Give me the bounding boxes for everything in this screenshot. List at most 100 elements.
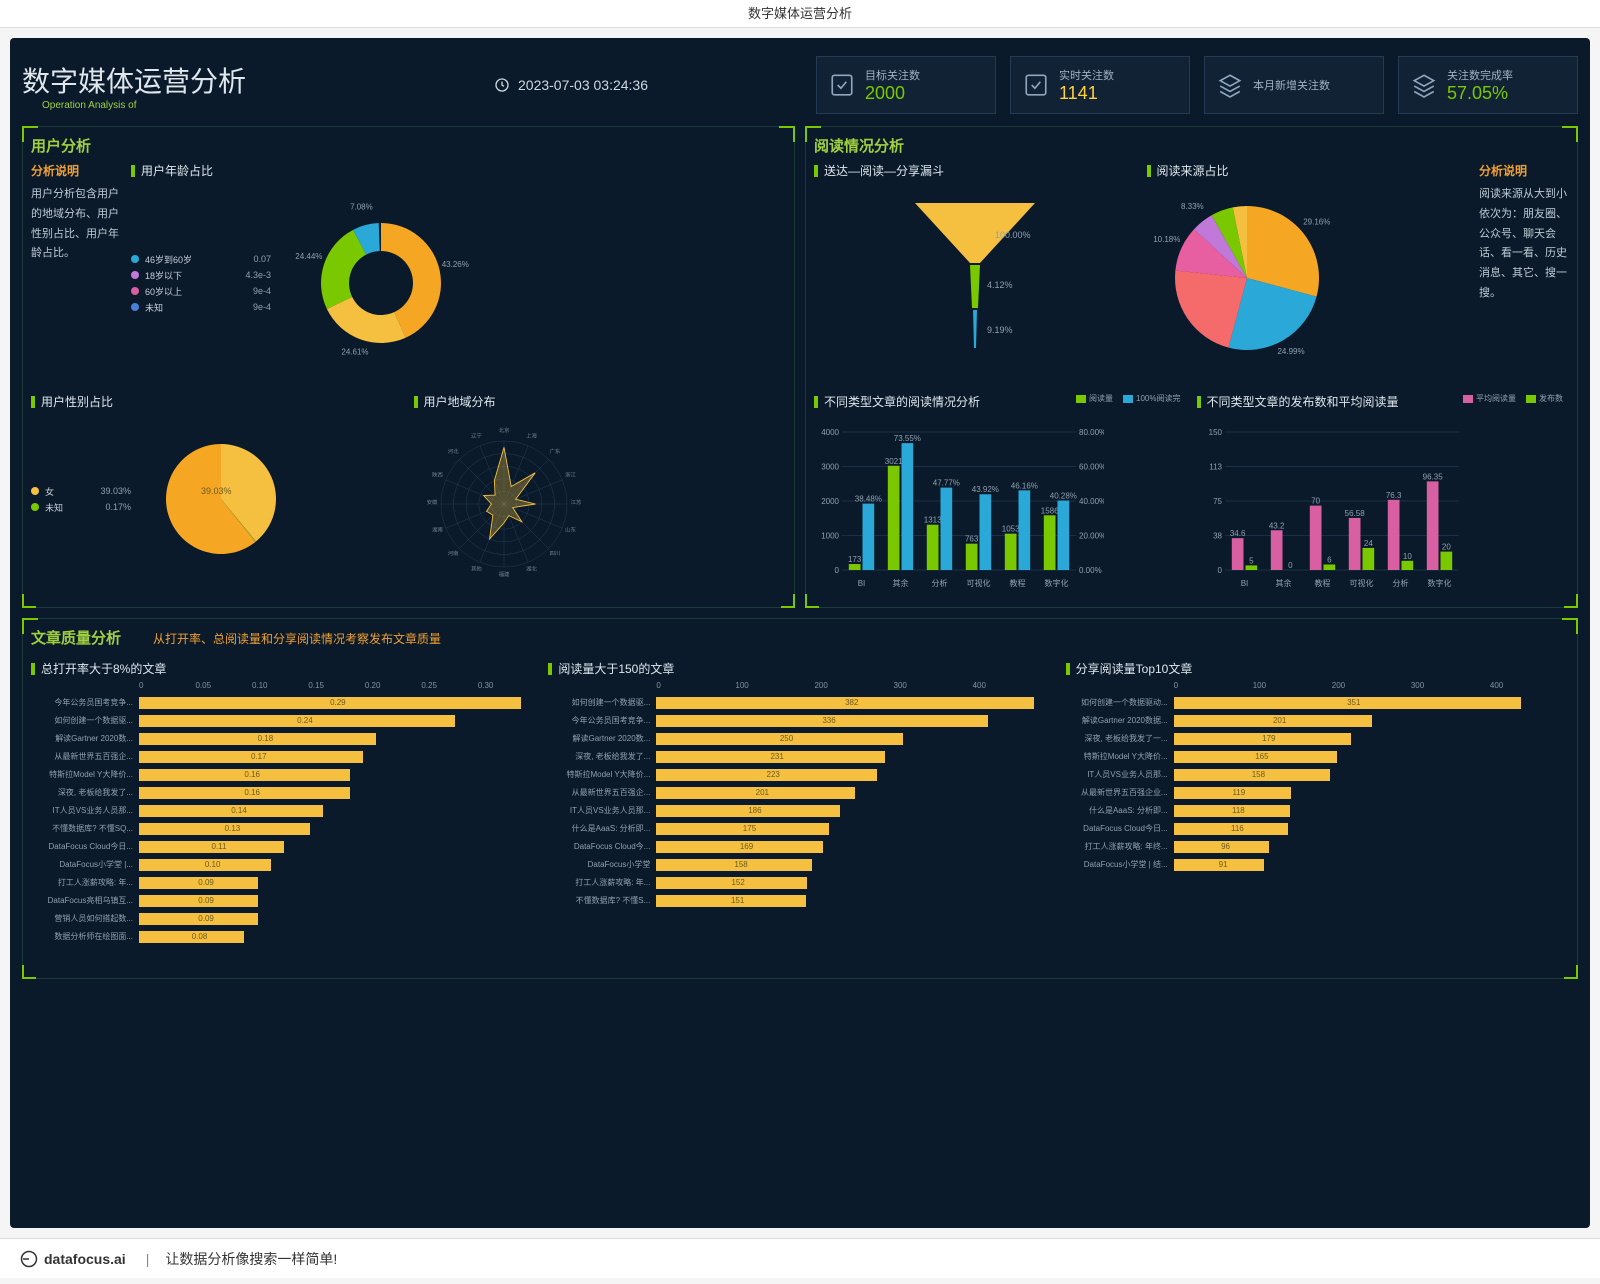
desc-text: 用户分析包含用户的地域分布、用户性别占比、用户年龄占比。 xyxy=(31,185,121,264)
svg-text:70: 70 xyxy=(1311,497,1320,506)
bar-label: 从最新世界五百强企... xyxy=(31,751,139,762)
hbar-row: 今年公务员国考竞争...336 xyxy=(548,712,1051,729)
bar-label: 什么是AaaS: 分析即... xyxy=(548,823,656,834)
source-pie-chart: 29.16%24.99%10.18%8.33% xyxy=(1147,183,1470,383)
svg-text:1586: 1586 xyxy=(1041,506,1059,515)
dashboard-subtitle: Operation Analysis of xyxy=(42,100,482,111)
section-title: 文章质量分析 xyxy=(31,627,121,648)
svg-text:1000: 1000 xyxy=(821,532,839,541)
desc-title: 分析说明 xyxy=(1479,162,1569,179)
chart-title: 用户年龄占比 xyxy=(131,162,786,179)
dashboard-title: 数字媒体运营分析 xyxy=(22,60,482,100)
bar-label: 解读Gartner 2020数据... xyxy=(1066,715,1174,726)
browser-title-bar: 数字媒体运营分析 xyxy=(0,0,1600,28)
hbar-row: 什么是AaaS: 分析即...175 xyxy=(548,820,1051,837)
grouped-bar-chart: 1501137538034.65BI43.20其余706教程56.5824可视化… xyxy=(1197,414,1487,594)
bar-label: DataFocus亮相乌镇互... xyxy=(31,895,139,906)
svg-text:BI: BI xyxy=(858,579,866,588)
check-icon xyxy=(1023,72,1049,98)
chart-title: 分享阅读量Top10文章 xyxy=(1066,660,1569,677)
svg-text:40.00%: 40.00% xyxy=(1079,497,1104,506)
pie-svg: 39.03% xyxy=(141,424,291,574)
bar-label: 深夜, 老板给我发了... xyxy=(548,751,656,762)
svg-text:0: 0 xyxy=(1217,566,1222,575)
timestamp: 2023-07-03 03:24:36 xyxy=(494,77,648,93)
user-analysis-panel: 用户分析 分析说明 用户分析包含用户的地域分布、用户性别占比、用户年龄占比。 用… xyxy=(22,126,795,608)
svg-text:1053: 1053 xyxy=(1002,525,1020,534)
bar-label: 特斯拉Model Y大降价... xyxy=(31,769,139,780)
bar-label: 解读Gartner 2020数... xyxy=(548,733,656,744)
bar-label: 打工人涨薪攻略: 年终... xyxy=(1066,841,1174,852)
bar-label: 如何创建一个数据驱... xyxy=(548,697,656,708)
x-axis: 0100200300400 xyxy=(1066,681,1569,690)
logo-icon xyxy=(20,1250,38,1268)
hbar-row: 今年公务员国考竞争...0.29 xyxy=(31,694,534,711)
svg-text:10: 10 xyxy=(1402,552,1411,561)
funnel-chart: 100.00% 4.12% 9.19% xyxy=(814,183,1137,383)
svg-text:100.00%: 100.00% xyxy=(995,230,1031,240)
hbar-row: 数据分析师在绘图面...0.08 xyxy=(31,928,534,945)
age-donut-chart: 46岁到60岁0.0718岁以下4.3e-360岁以上9e-4未知9e-4 43… xyxy=(131,183,786,383)
dashboard: 数字媒体运营分析 Operation Analysis of 2023-07-0… xyxy=(10,38,1590,1228)
hbar-row: DataFocus小学堂 |...0.10 xyxy=(31,856,534,873)
legend-item: 未知9e-4 xyxy=(131,301,271,314)
bar-label: 解读Gartner 2020数... xyxy=(31,733,139,744)
svg-text:24.61%: 24.61% xyxy=(341,347,368,356)
hbar-chart: 总打开率大于8%的文章00.050.100.150.200.250.30今年公务… xyxy=(31,660,534,970)
svg-text:29.16%: 29.16% xyxy=(1303,217,1330,226)
svg-text:96.35: 96.35 xyxy=(1422,472,1443,481)
svg-text:43.92%: 43.92% xyxy=(972,485,999,494)
hbar-row: 解读Gartner 2020数...250 xyxy=(548,730,1051,747)
svg-text:10.18%: 10.18% xyxy=(1153,235,1180,244)
hbar-row: 从最新世界五百强企...201 xyxy=(548,784,1051,801)
svg-text:20.00%: 20.00% xyxy=(1079,532,1104,541)
donut-svg: 43.26%24.61%24.44%7.08% xyxy=(281,193,481,373)
check-icon xyxy=(829,72,855,98)
section-title: 阅读情况分析 xyxy=(814,135,1569,156)
kpi-card: 关注数完成率57.05% xyxy=(1398,56,1578,114)
hbar-row: 营销人员如何搭起数...0.09 xyxy=(31,910,534,927)
svg-text:可视化: 可视化 xyxy=(1349,578,1373,588)
bar-label: 深夜, 老板给我发了一... xyxy=(1066,733,1174,744)
chart-title: 用户地域分布 xyxy=(414,393,787,410)
svg-text:150: 150 xyxy=(1208,428,1222,437)
svg-text:3000: 3000 xyxy=(821,463,839,472)
svg-text:福建: 福建 xyxy=(498,570,509,578)
chart-title: 阅读来源占比 xyxy=(1147,162,1470,179)
chart-title: 总打开率大于8%的文章 xyxy=(31,660,534,677)
bar-label: DataFocus Cloud今日... xyxy=(1066,823,1174,834)
hbar-row: 解读Gartner 2020数据...201 xyxy=(1066,712,1569,729)
legend-item: 女39.03% xyxy=(31,485,131,498)
grouped-bar-chart: 400080.00%300060.00%200040.00%100020.00%… xyxy=(814,414,1104,594)
bar-label: 深夜, 老板给我发了... xyxy=(31,787,139,798)
hbar-row: DataFocus Cloud今日...0.11 xyxy=(31,838,534,855)
svg-text:38.48%: 38.48% xyxy=(855,495,882,504)
legend-item: 46岁到60岁0.07 xyxy=(131,253,271,266)
svg-text:39.03%: 39.03% xyxy=(201,486,232,496)
article-quality-panel: 文章质量分析 从打开率、总阅读量和分享阅读情况考察发布文章质量 总打开率大于8%… xyxy=(22,618,1578,979)
pie-svg: 29.16%24.99%10.18%8.33% xyxy=(1147,183,1347,373)
desc-text: 阅读来源从大到小依次为：朋友圈、公众号、聊天会话、看一看、历史消息、其它、搜一搜… xyxy=(1479,185,1569,304)
legend-item: 阅读量 xyxy=(1076,393,1113,404)
kpi-card: 实时关注数1141 xyxy=(1010,56,1190,114)
layers-icon xyxy=(1217,72,1243,98)
funnel-svg: 100.00% 4.12% 9.19% xyxy=(895,193,1055,363)
svg-text:四川: 四川 xyxy=(549,550,560,557)
svg-text:数字化: 数字化 xyxy=(1427,578,1451,588)
kpi-label: 本月新增关注数 xyxy=(1253,77,1330,93)
svg-text:安徽: 安徽 xyxy=(426,498,437,506)
bar-label: 什么是AaaS: 分析即... xyxy=(1066,805,1174,816)
hbar-row: DataFocus Cloud今日...116 xyxy=(1066,820,1569,837)
hbar-row: 深夜, 老板给我发了...231 xyxy=(548,748,1051,765)
legend-item: 未知0.17% xyxy=(31,501,131,514)
hbar-row: IT人员VS业务人员那...186 xyxy=(548,802,1051,819)
svg-text:5: 5 xyxy=(1249,556,1254,565)
bar-label: 不懂数据库? 不懂SQ... xyxy=(31,823,139,834)
svg-text:2000: 2000 xyxy=(821,497,839,506)
svg-text:60.00%: 60.00% xyxy=(1079,463,1104,472)
svg-text:BI: BI xyxy=(1240,579,1248,588)
hbar-row: 不懂数据库? 不懂S...151 xyxy=(548,892,1051,909)
bar-label: 营销人员如何搭起数... xyxy=(31,913,139,924)
svg-text:江苏: 江苏 xyxy=(570,498,581,506)
section-title: 用户分析 xyxy=(31,135,786,156)
